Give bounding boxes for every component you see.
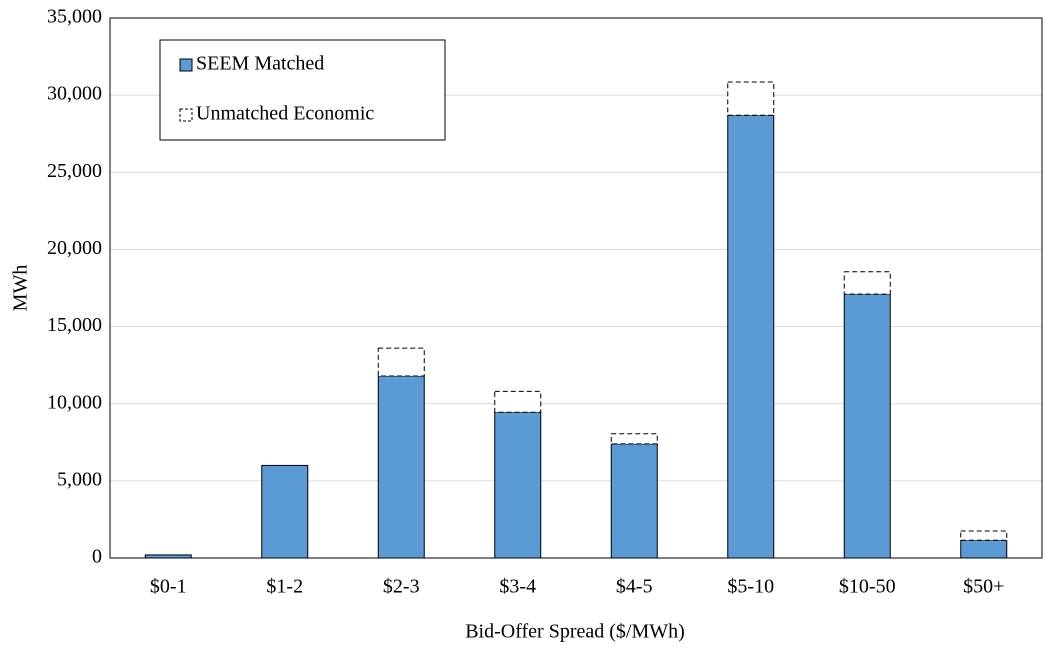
y-axis-title: MWh: [10, 265, 32, 312]
legend-label: SEEM Matched: [196, 53, 324, 75]
y-tick-label: 25,000: [47, 160, 102, 182]
bar-segment: [960, 539, 1008, 559]
x-tick-label: $50+: [963, 576, 1004, 598]
x-tick-label: $10-50: [839, 576, 896, 598]
bar-segment: [960, 530, 1008, 541]
y-tick-label: 35,000: [47, 6, 102, 28]
bar-segment: [377, 375, 425, 559]
bar-segment: [494, 411, 542, 559]
x-tick-label: $5-10: [727, 576, 774, 598]
x-axis-title: Bid-Offer Spread ($/MWh): [465, 621, 685, 643]
bar-segment: [843, 271, 891, 295]
x-tick-label: $1-2: [266, 576, 303, 598]
x-tick-label: $0-1: [150, 576, 187, 598]
legend-swatch: [179, 58, 193, 72]
y-tick-label: 30,000: [47, 83, 102, 105]
y-tick-label: 15,000: [47, 314, 102, 336]
bar-segment: [610, 433, 658, 445]
y-tick-label: 5,000: [57, 468, 102, 490]
y-tick-label: 10,000: [47, 391, 102, 413]
plot-frame: [109, 17, 1043, 559]
x-tick-label: $2-3: [383, 576, 420, 598]
bar-segment: [610, 443, 658, 559]
bar-segment: [377, 347, 425, 377]
y-tick-label: 20,000: [47, 237, 102, 259]
bar-segment: [727, 81, 775, 116]
x-tick-label: $3-4: [499, 576, 536, 598]
x-tick-label: $4-5: [616, 576, 653, 598]
bar-segment: [144, 554, 192, 559]
bar-segment: [261, 464, 309, 559]
y-tick-label: 0: [92, 546, 102, 568]
bar-segment: [843, 293, 891, 559]
bar-segment: [494, 390, 542, 413]
legend-label: Unmatched Economic: [196, 103, 374, 125]
legend-swatch: [179, 108, 193, 122]
bar-segment: [727, 114, 775, 559]
legend-box: [159, 39, 446, 141]
